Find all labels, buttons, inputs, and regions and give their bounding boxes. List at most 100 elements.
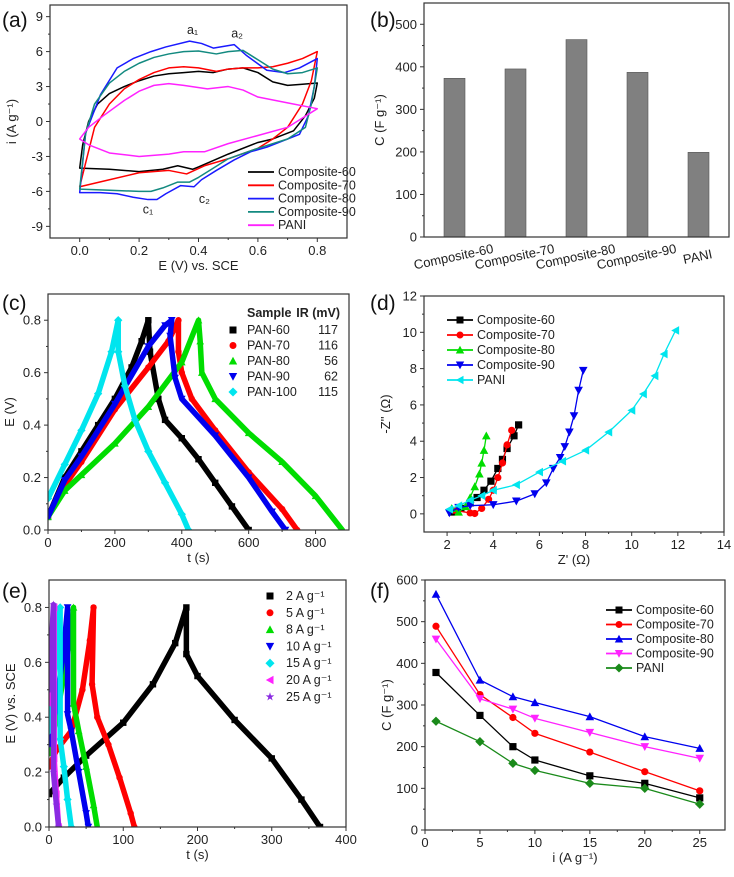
series-8-a-g--point <box>74 727 83 735</box>
series-pan-80-point <box>340 526 345 530</box>
series-pani-point <box>581 445 590 455</box>
x-tick-label: 10 <box>528 835 542 850</box>
y-axis-label: C (F g⁻¹) <box>372 94 387 146</box>
x-tick-label: 2 <box>443 537 450 552</box>
y-tick-label: 0.6 <box>23 365 41 380</box>
legend-ir-value: 62 <box>324 370 338 384</box>
legend-label: Composite-80 <box>477 343 555 357</box>
y-tick-label: 9 <box>36 9 43 24</box>
series-25-a-g--line <box>49 601 62 827</box>
series-25-a-g--point <box>52 800 61 809</box>
series-2-a-g--point <box>149 681 157 688</box>
series-25-a-g--point <box>49 644 56 652</box>
series-pani-point <box>508 758 518 769</box>
legend-label: 15 A g⁻¹ <box>286 656 332 670</box>
series-pan-100-point <box>120 381 130 390</box>
series-composite-90-point <box>465 502 475 510</box>
series-10-a-g--point <box>67 727 76 735</box>
y-tick-label: 400 <box>396 656 418 671</box>
series-pan-70-line <box>48 317 300 530</box>
series-pan-80-point <box>177 358 186 366</box>
y-tick-label: 0.0 <box>23 523 41 538</box>
series-pan-90-point <box>167 317 176 325</box>
series-composite-90-point <box>541 479 551 488</box>
y-tick-label: 6 <box>36 44 43 59</box>
y-tick-label: 0 <box>410 506 417 521</box>
series-pani-point <box>431 716 441 726</box>
y-tick-label: 0.0 <box>24 820 42 835</box>
legend-marker <box>455 375 464 385</box>
series-composite-60-point <box>432 668 440 677</box>
x-tick-label: 400 <box>171 535 193 550</box>
peak-annotation: c₁ <box>143 203 153 217</box>
series-composite-80-point <box>475 675 485 684</box>
series-pan-90-point <box>161 322 169 330</box>
series-pani-point <box>535 467 543 477</box>
legend-label: Composite-90 <box>278 205 356 219</box>
series-pan-80-point <box>244 429 253 437</box>
series-composite-70-point <box>478 504 486 512</box>
y-tick-label: 0.8 <box>24 600 42 615</box>
series-15-a-g--point <box>63 795 72 804</box>
series-pan-70-point <box>178 369 185 376</box>
series-composite-60-point <box>515 421 523 429</box>
x-axis-label: t (s) <box>187 550 209 565</box>
legend-label: PAN-80 <box>247 354 290 368</box>
series-pan-80-point <box>194 316 203 324</box>
series-pani-point <box>640 783 650 794</box>
y-tick-label: 0.4 <box>24 710 42 725</box>
series-pan-100-point <box>160 478 170 487</box>
bar-composite-90 <box>626 72 649 237</box>
series-composite-60-point <box>531 756 539 764</box>
series-composite-60-point <box>503 444 511 453</box>
y-tick-label: 6 <box>410 397 417 412</box>
bar-composite-80 <box>565 39 588 237</box>
series-pan-90-point <box>60 476 69 485</box>
series-2-a-g--point <box>172 639 179 647</box>
legend-header-sample: Sample <box>247 306 292 320</box>
series-pan-90-point <box>48 513 52 521</box>
y-tick-label: 10 <box>403 325 417 340</box>
legend-ir-value: 56 <box>324 354 338 368</box>
series-pan-90-point <box>177 395 186 403</box>
series-8-a-g--point <box>69 699 78 707</box>
series-2-a-g--point <box>194 672 201 680</box>
series-pan-60-line <box>48 317 252 530</box>
series-composite-70-point <box>471 509 479 518</box>
series-2-a-g--point <box>268 755 275 762</box>
legend-label: 5 A g⁻¹ <box>286 606 325 620</box>
legend-marker <box>265 658 275 668</box>
series-pan-60-point <box>161 416 169 424</box>
legend-ir-value: 117 <box>318 323 338 337</box>
x-tick-label: 8 <box>582 537 589 552</box>
y-tick-label: 8 <box>410 361 417 376</box>
series-pani-point <box>465 495 474 505</box>
series-composite-80-point <box>479 445 489 454</box>
series-pan-100-point <box>177 510 186 519</box>
series-composite-80-point <box>508 692 518 701</box>
peak-annotation: c₂ <box>199 192 210 206</box>
series-15-a-g--point <box>67 822 76 827</box>
series-pan-90-point <box>77 453 86 461</box>
series-15-a-g--point <box>55 735 65 744</box>
plot-area <box>48 316 346 530</box>
series-pani-point <box>671 326 680 335</box>
series-composite-60-point <box>509 743 517 751</box>
series-composite-90-line <box>448 369 584 514</box>
series-composite-60-line <box>78 67 319 173</box>
legend-marker <box>265 692 275 701</box>
series-composite-90-point <box>578 366 588 375</box>
series-pan-90-line <box>48 317 289 530</box>
series-10-a-g--point <box>74 768 83 776</box>
series-composite-70-point <box>503 441 511 449</box>
x-tick-label: 100 <box>112 832 134 847</box>
series-composite-90-point <box>569 412 579 421</box>
x-tick-label: 0 <box>421 835 428 850</box>
peak-annotation: a₁ <box>187 23 198 37</box>
series-5-a-g--point <box>88 681 96 688</box>
series-pan-80-point <box>196 337 205 345</box>
legend-header-ir: IR (mV) <box>296 306 340 320</box>
legend-label: Composite-70 <box>477 328 555 342</box>
x-tick-label: 10 <box>624 537 638 552</box>
